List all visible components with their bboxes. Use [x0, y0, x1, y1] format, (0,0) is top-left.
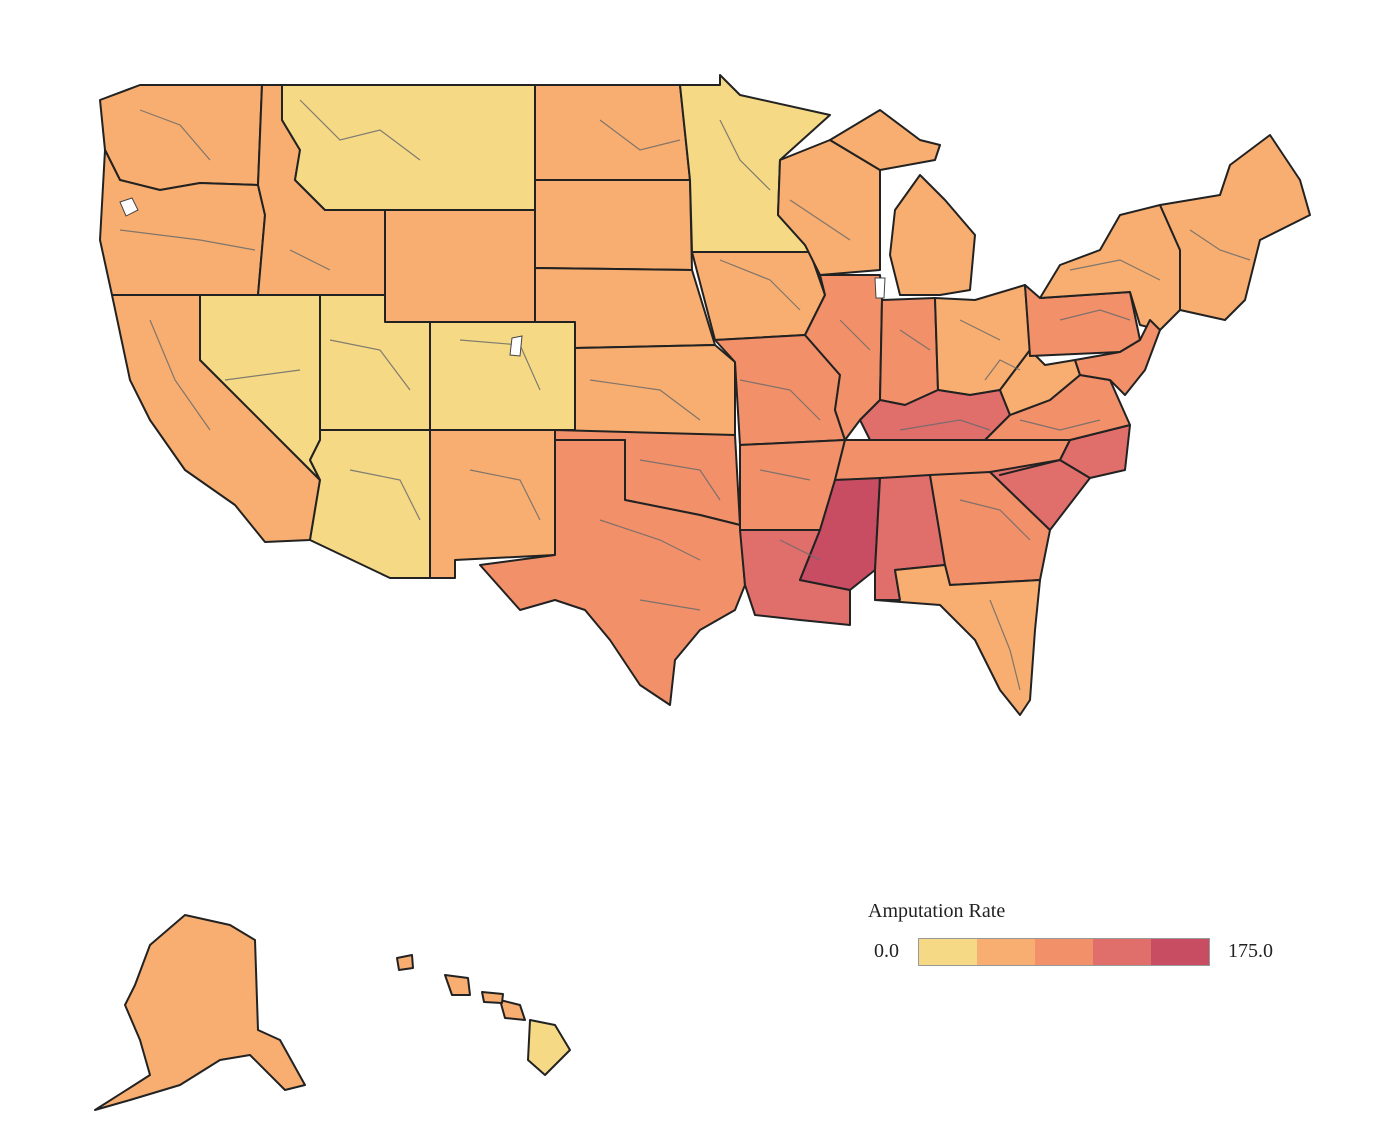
- region-new-mexico: [429, 429, 556, 579]
- district-line: [289, 99, 1021, 691]
- region-texas: [479, 439, 746, 706]
- region-washington: [99, 84, 263, 191]
- legend-bin-5: [1151, 939, 1209, 965]
- region-michigan: [829, 109, 976, 296]
- region-wyoming: [384, 209, 536, 323]
- region-south-dakota: [534, 179, 693, 271]
- region-iowa: [691, 251, 826, 341]
- region-hawaii-molokai: [481, 991, 504, 1004]
- legend-bin-2: [977, 939, 1035, 965]
- region-mid-atlantic: [1074, 319, 1161, 396]
- legend-bin-4: [1093, 939, 1151, 965]
- missing-data-patch: [874, 277, 886, 299]
- legend-bin-3: [1035, 939, 1093, 965]
- region-colorado: [429, 321, 576, 431]
- region-florida: [874, 564, 1041, 716]
- region-montana: [281, 84, 536, 211]
- legend-bin-1: [919, 939, 977, 965]
- region-north-carolina: [999, 424, 1131, 479]
- missing-data-patch: [509, 335, 523, 357]
- region-hawaii-kauai: [396, 954, 414, 971]
- region-indiana: [879, 297, 939, 406]
- legend-title: Amputation Rate: [868, 900, 1006, 922]
- region-north-dakota: [534, 84, 691, 181]
- region-hawaii: [527, 1019, 571, 1076]
- legend-min-label: 0.0: [874, 940, 899, 962]
- missing-data-patch: [119, 197, 139, 217]
- legend-color-bar: [918, 938, 1210, 966]
- district-boundaries: [119, 99, 1251, 691]
- region-alaska: [94, 914, 306, 1111]
- region-hawaii-oahu: [444, 974, 471, 996]
- district-line: [119, 109, 1251, 611]
- region-kansas: [574, 344, 736, 436]
- region-new-england: [1159, 134, 1311, 321]
- region-hawaii-maui: [499, 999, 526, 1021]
- missing-data-areas: [119, 197, 886, 357]
- legend-max-label: 175.0: [1228, 940, 1273, 962]
- state-regions: [94, 74, 1311, 1111]
